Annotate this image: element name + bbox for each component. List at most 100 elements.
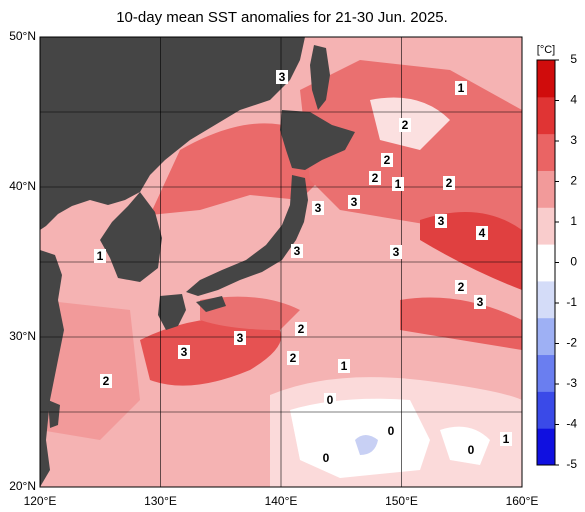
contour-label-bg <box>287 351 299 365</box>
colorbar: 5 4 3 2 1 0 -1 -2 -3 -4 -5 <box>536 52 577 471</box>
contour-label: 2 <box>458 280 465 294</box>
contour-label-bg <box>178 345 190 359</box>
colorbar-swatch <box>537 428 555 466</box>
lat-label: 40°N <box>9 179 36 193</box>
anomaly-area <box>420 212 522 290</box>
lat-label: 50°N <box>9 29 36 43</box>
contour-label-bg <box>295 322 307 336</box>
anomaly-area <box>40 300 140 440</box>
lat-label: 20°N <box>9 479 36 493</box>
colorbar-tick-label: -3 <box>566 376 577 390</box>
contour-label: 0 <box>468 443 475 457</box>
colorbar-swatch <box>537 317 555 356</box>
contour-label-bg <box>465 443 477 457</box>
land <box>310 45 330 110</box>
contour-label-bg <box>385 424 397 438</box>
colorbar-swatch <box>537 280 555 319</box>
colorbar-tick-label: -2 <box>566 336 577 350</box>
contour-label-bg <box>474 295 486 309</box>
map-title: 10-day mean SST anomalies for 21-30 Jun.… <box>116 9 448 26</box>
contour-label: 3 <box>294 244 301 258</box>
colorbar-swatch <box>537 391 555 429</box>
contour-label: 3 <box>351 195 358 209</box>
lon-label: 160°E <box>506 494 539 508</box>
contour-label: 2 <box>298 322 305 336</box>
contour-label: 2 <box>402 118 409 132</box>
contour-label: 1 <box>341 359 348 373</box>
land <box>40 250 64 487</box>
colorbar-unit: [°C] <box>537 44 555 56</box>
contour-label-bg <box>291 244 303 258</box>
contour-label: 1 <box>395 177 402 191</box>
colorbar-tick-label: 5 <box>570 52 577 66</box>
contour-label-bg <box>94 249 106 263</box>
contour-label-bg <box>500 432 512 446</box>
land <box>280 110 355 170</box>
colorbar-swatch <box>537 354 555 392</box>
contour-label-bg <box>369 171 381 185</box>
contour-label: 3 <box>438 214 445 228</box>
colorbar-swatch <box>537 170 555 208</box>
anomaly-area <box>355 435 378 455</box>
contour-label-bg <box>381 153 393 167</box>
contour-label: 3 <box>393 245 400 259</box>
colorbar-tick-label: -1 <box>566 295 577 309</box>
contour-label: 4 <box>479 226 486 240</box>
contour-label-bg <box>399 118 411 132</box>
contour-label-bg <box>100 374 112 388</box>
colorbar-tick-label: 2 <box>570 174 577 188</box>
contour-label-bg <box>476 226 488 240</box>
contour-label-bg <box>455 81 467 95</box>
contour-label: 0 <box>327 393 334 407</box>
colorbar-tick-label: 0 <box>570 255 577 269</box>
lon-label: 120°E <box>24 494 57 508</box>
contour-label-bg <box>276 70 288 84</box>
contour-label-bg <box>234 331 246 345</box>
contour-label: 1 <box>97 249 104 263</box>
colorbar-tick-label: -4 <box>566 417 577 431</box>
contour-label-bg <box>443 176 455 190</box>
map-frame <box>39 36 523 488</box>
contour-label: 0 <box>323 451 330 465</box>
land <box>40 37 305 230</box>
lon-label: 130°E <box>144 494 177 508</box>
contour-label-bg <box>348 195 360 209</box>
contour-label-bg <box>324 393 336 407</box>
contour-label: 2 <box>384 153 391 167</box>
contour-label: 0 <box>388 424 395 438</box>
contour-label: 3 <box>181 345 188 359</box>
lon-label: 150°E <box>385 494 418 508</box>
colorbar-tick-label: 4 <box>570 93 577 107</box>
contour-label-bg <box>435 214 447 228</box>
contour-label: 2 <box>290 351 297 365</box>
land <box>48 400 60 428</box>
colorbar-swatch <box>537 207 555 245</box>
contour-label-bg <box>320 451 332 465</box>
colorbar-swatch <box>537 96 555 135</box>
contour-label: 3 <box>279 70 286 84</box>
colorbar-swatch <box>537 60 555 98</box>
land <box>100 192 162 282</box>
colorbar-swatch <box>537 133 555 171</box>
contour-label: 2 <box>372 171 379 185</box>
lat-label: 30°N <box>9 329 36 343</box>
colorbar-tick-label: 1 <box>570 214 577 228</box>
contour-label: 3 <box>477 295 484 309</box>
lon-label: 140°E <box>265 494 298 508</box>
colorbar-tick-label: 3 <box>570 133 577 147</box>
contour-label-bg <box>455 280 467 294</box>
colorbar-swatch <box>537 244 555 282</box>
contour-label: 3 <box>315 201 322 215</box>
contour-label: 1 <box>503 432 510 446</box>
contour-label: 2 <box>446 176 453 190</box>
contour-label-bg <box>392 177 404 191</box>
land <box>158 294 186 330</box>
contour-label: 3 <box>237 331 244 345</box>
contour-label-bg <box>390 245 402 259</box>
colorbar-tick-label: -5 <box>566 457 577 471</box>
land <box>196 296 226 312</box>
contour-label-bg <box>338 359 350 373</box>
contour-label-bg <box>312 201 324 215</box>
